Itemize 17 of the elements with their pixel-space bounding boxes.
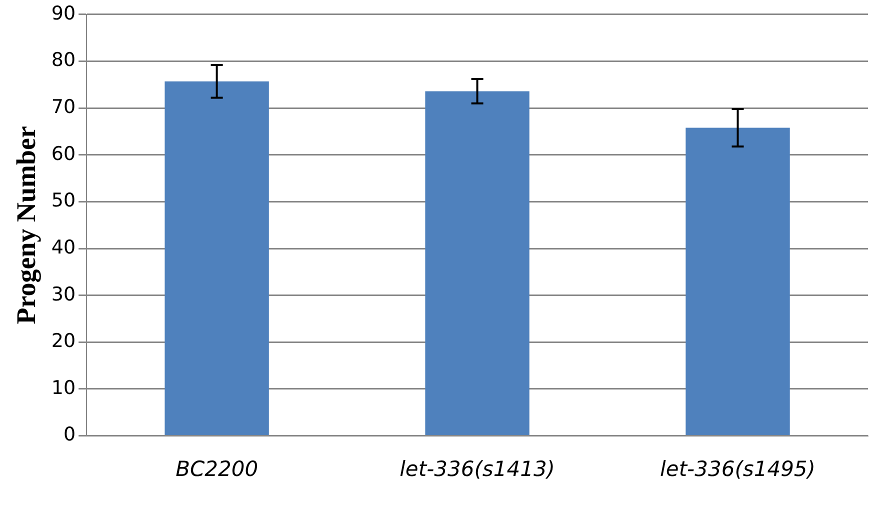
y-tick-label: 80 xyxy=(51,49,76,72)
y-tick-label: 20 xyxy=(51,330,76,352)
y-tick-label: 70 xyxy=(51,96,76,118)
x-tick-label: BC2200 xyxy=(176,456,258,481)
x-tick-label: let-336(s1495) xyxy=(660,456,816,481)
y-tick-label: 0 xyxy=(63,424,76,446)
bar xyxy=(425,91,530,436)
y-tick-label: 30 xyxy=(51,283,76,306)
y-tick-label: 10 xyxy=(51,376,76,399)
x-tick-label: let-336(s1413) xyxy=(400,456,555,481)
y-axis-title: Progeny Number xyxy=(11,126,42,324)
bar xyxy=(164,81,269,436)
y-tick-label: 90 xyxy=(51,2,76,24)
y-tick-label: 50 xyxy=(51,190,76,212)
y-tick-label: 40 xyxy=(51,236,76,258)
y-tick-label: 60 xyxy=(51,142,76,165)
bar xyxy=(686,128,790,436)
